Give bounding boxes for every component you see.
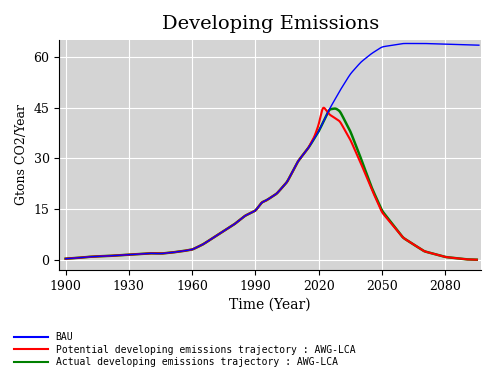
X-axis label: Time (Year): Time (Year) xyxy=(229,298,311,312)
Y-axis label: Gtons CO2/Year: Gtons CO2/Year xyxy=(15,105,28,205)
Legend: BAU, Potential developing emissions trajectory : AWG-LCA, Actual developing emis: BAU, Potential developing emissions traj… xyxy=(10,329,359,371)
Title: Developing Emissions: Developing Emissions xyxy=(162,15,379,33)
